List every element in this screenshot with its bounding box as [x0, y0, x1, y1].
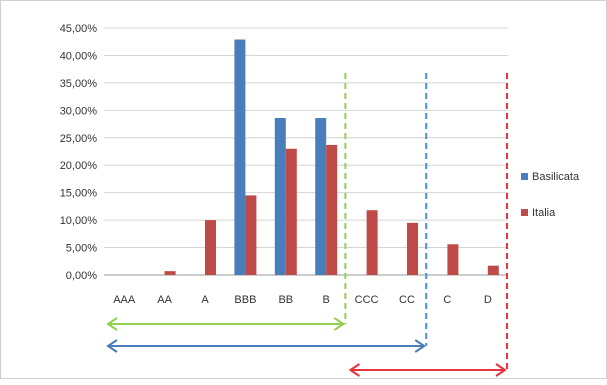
y-tick-label: 25,00%	[60, 133, 98, 145]
legend-label: Italia	[532, 207, 556, 219]
legend-label: Basilicata	[532, 171, 580, 183]
y-tick-label: 30,00%	[60, 105, 98, 117]
x-tick-label: CCC	[355, 294, 379, 306]
y-tick-label: 35,00%	[60, 78, 98, 90]
arrowhead-right	[495, 363, 507, 377]
y-tick-label: 5,00%	[66, 243, 97, 255]
arrowhead-left	[106, 339, 118, 353]
y-tick-label: 10,00%	[60, 215, 98, 227]
y-axis-ticks: 0,00% 5,00% 10,00% 15,00% 20,00% 25,00% 30,00%…	[60, 23, 98, 282]
y-tick-label: 15,00%	[60, 188, 98, 200]
bar-italia-aa	[164, 271, 176, 275]
x-tick-label: CC	[399, 294, 415, 306]
x-tick-label: C	[443, 294, 451, 306]
bar-italia-a	[205, 220, 216, 275]
arrowhead-right	[333, 317, 346, 331]
bars	[164, 39, 499, 275]
x-tick-label: AA	[157, 294, 172, 306]
bar-italia-ccc	[366, 210, 378, 275]
y-tick-label: 0,00%	[66, 270, 97, 282]
bar-italia-c	[447, 244, 459, 275]
bar-italia-bbb	[245, 195, 257, 275]
x-tick-label: AAA	[113, 294, 136, 306]
x-tick-label: BB	[278, 294, 293, 306]
annotations	[106, 73, 508, 377]
bar-italia-b	[326, 144, 338, 275]
legend-swatch	[521, 173, 528, 180]
bar-italia-bb	[285, 148, 297, 275]
x-tick-label: BBB	[234, 294, 256, 306]
y-tick-label: 20,00%	[60, 160, 98, 172]
bar-basilicata-b	[315, 118, 327, 275]
x-tick-label: B	[323, 294, 330, 306]
y-tick-label: 45,00%	[60, 23, 98, 35]
bar-italia-d	[487, 265, 499, 275]
legend-swatch	[521, 209, 528, 216]
bar-basilicata-bbb	[234, 39, 246, 275]
x-tick-label: A	[201, 294, 209, 306]
x-tick-label: D	[484, 294, 492, 306]
y-tick-label: 40,00%	[60, 50, 98, 62]
arrowhead-left	[106, 317, 118, 331]
x-axis-ticks: AAA AA A BBB BB B CCC CC C D	[113, 294, 492, 306]
arrowhead-left	[348, 363, 360, 377]
legend: Basilicata Italia	[521, 171, 580, 219]
bar-basilicata-bb	[274, 118, 286, 275]
bar-italia-cc	[407, 222, 418, 275]
arrowhead-right	[414, 339, 427, 353]
gridlines	[104, 27, 508, 276]
